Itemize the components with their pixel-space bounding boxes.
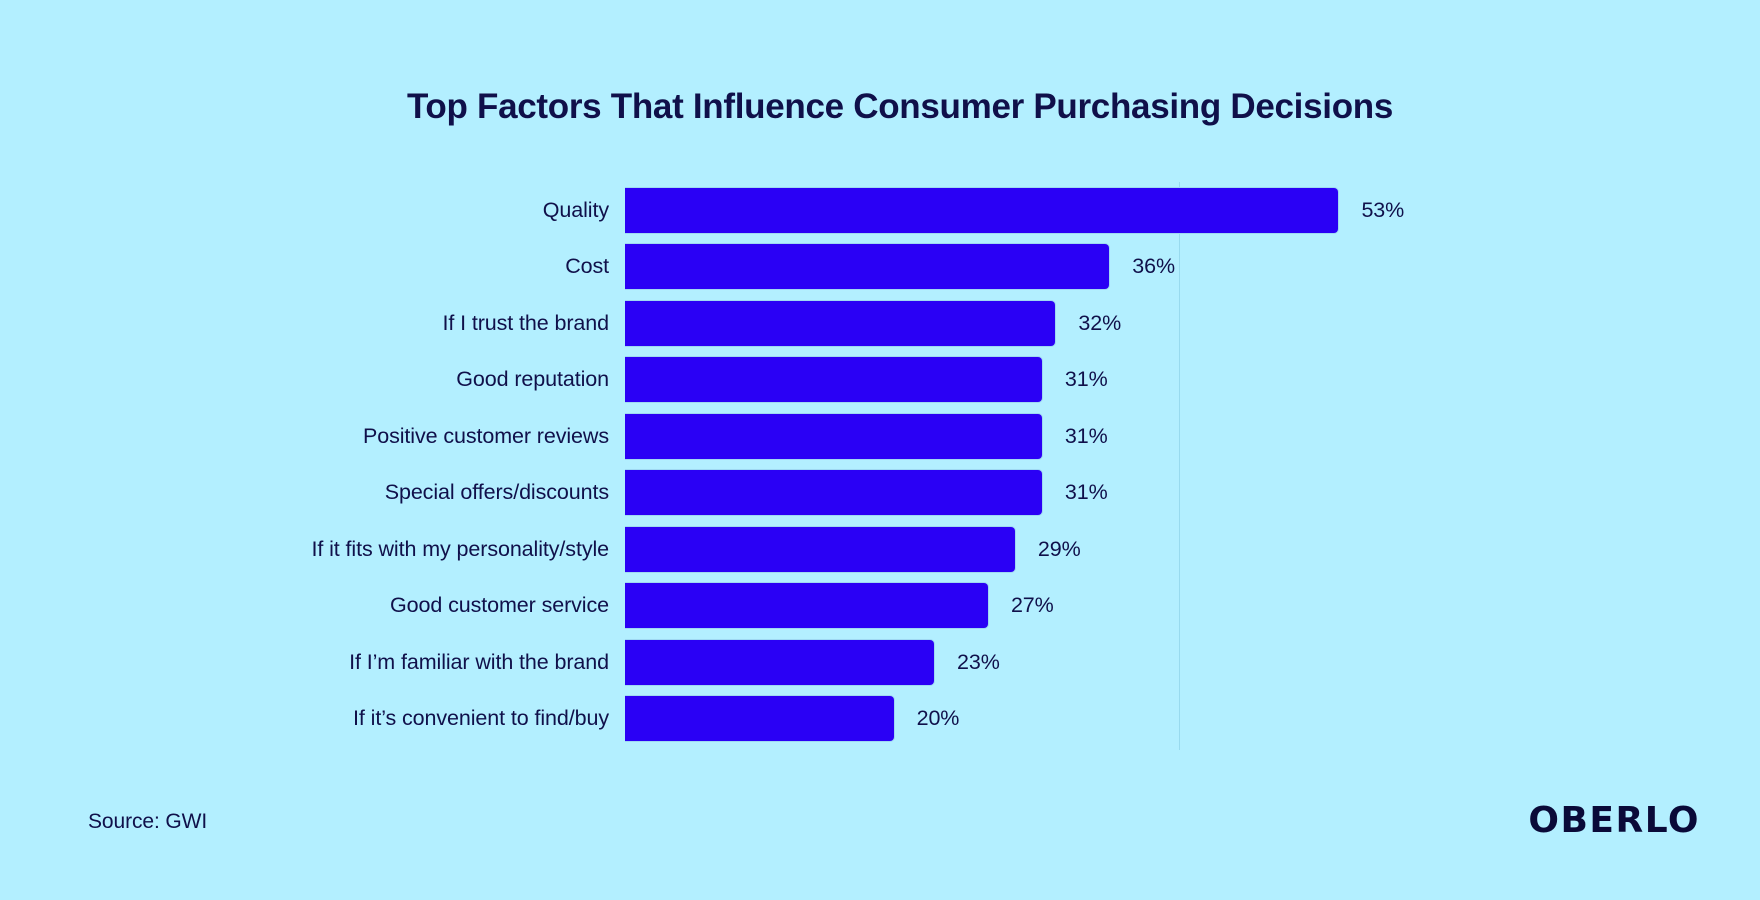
bar-container: 23% [625, 634, 1760, 691]
bar-row: Cost 36% [0, 239, 1760, 296]
bar-row: Good customer service 27% [0, 578, 1760, 635]
bar-container: 31% [625, 465, 1760, 522]
category-label: Cost [565, 254, 609, 279]
oberlo-logo: OBERLO [1528, 800, 1700, 841]
bar-row: Special offers/discounts 31% [0, 465, 1760, 522]
bar-value-label: 36% [1132, 254, 1175, 279]
source-note: Source: GWI [88, 810, 208, 833]
bar-value-label: 32% [1078, 310, 1122, 335]
bar-value-label: 53% [1361, 197, 1405, 222]
bar-container: 20% [625, 691, 1760, 748]
bar-container: 31% [625, 352, 1760, 409]
bar-value-label: 20% [916, 706, 960, 731]
bar [625, 299, 1057, 347]
category-label: Quality [542, 197, 609, 222]
bar-row: Good reputation 31% [0, 352, 1760, 409]
x-gridline [1179, 182, 1181, 750]
bar-value-label: 23% [957, 649, 1000, 674]
bar [625, 695, 895, 743]
category-label: Good reputation [456, 367, 609, 392]
bar [625, 356, 1043, 404]
category-label: Special offers/discounts [384, 480, 609, 505]
bar-value-label: 31% [1064, 367, 1108, 392]
bar-container: 29% [625, 521, 1760, 578]
bar [625, 582, 989, 630]
bar-container: 31% [625, 408, 1760, 465]
bar-row: Positive customer reviews 31% [0, 408, 1760, 465]
bar-row: If it’s convenient to find/buy 20% [0, 691, 1760, 748]
bar-row: If it fits with my personality/style 29% [0, 521, 1760, 578]
category-label: If it fits with my personality/style [311, 536, 610, 561]
bar-value-label: 29% [1037, 536, 1081, 561]
bar-value-label: 27% [1010, 593, 1054, 618]
bar-row: If I trust the brand 32% [0, 295, 1760, 352]
bar [625, 525, 1016, 573]
page-title: Top Factors That Influence Consumer Purc… [406, 87, 1394, 126]
bar [625, 638, 936, 686]
bar-rows: Quality 53% Cost 36% If I trust the brand 32%… [0, 182, 1760, 747]
bar [625, 469, 1043, 517]
category-label: Positive customer reviews [362, 423, 609, 448]
bar [625, 243, 1111, 291]
chart-plot-area: Quality 53% Cost 36% If I trust the brand 32%… [0, 182, 1760, 752]
bar-value-label: 31% [1064, 423, 1108, 448]
bar-row: If I’m familiar with the brand 23% [0, 634, 1760, 691]
bar-row: Quality 53% [0, 182, 1760, 239]
category-label: If it’s convenient to find/buy [353, 706, 609, 731]
bar-container: 36% [625, 239, 1760, 296]
category-label: If I trust the brand [442, 310, 609, 335]
category-label: If I’m familiar with the brand [349, 649, 609, 674]
bar-container: 53% [625, 182, 1760, 239]
bar [625, 412, 1043, 460]
bar-value-label: 31% [1064, 480, 1108, 505]
bar-container: 32% [625, 295, 1760, 352]
bar [625, 186, 1340, 234]
bar-container: 27% [625, 578, 1760, 635]
category-label: Good customer service [390, 593, 609, 618]
